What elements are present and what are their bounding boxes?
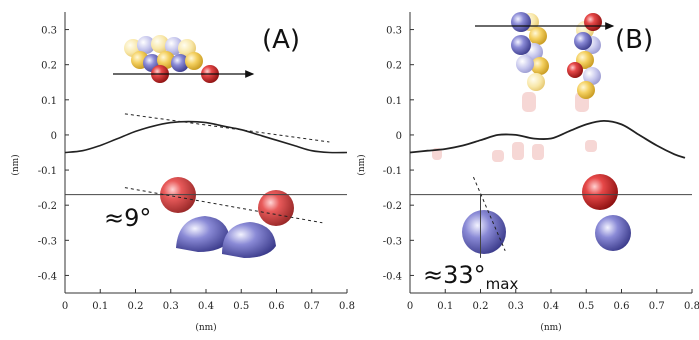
panel-b-y-tick-label: -0.1: [383, 166, 402, 177]
panel-b-x-tick-label: 0.2: [473, 301, 489, 312]
panel-b-x-tick-label: 0.7: [649, 301, 665, 312]
panel-b-x-tick-label: 0: [407, 301, 413, 312]
panel-a-label: (A): [262, 25, 300, 55]
panel-b-y-tick-label: -0.2: [383, 201, 402, 212]
panel-a-y-tick-label: 0.3: [41, 26, 57, 37]
panel-b-bottom-molecule-illustration: [462, 174, 631, 254]
panel-b-y-tick-label: 0.1: [386, 96, 402, 107]
panel-a-x-tick-label: 0.7: [304, 301, 320, 312]
panel-b-y-tick-label: 0.3: [386, 26, 402, 37]
panel-b-series-line: [409, 119, 686, 159]
panel-b-label: (B): [615, 25, 653, 55]
panel-a-x-tick-label: 0.8: [339, 301, 355, 312]
panel-b-y-tick-label: -0.4: [383, 271, 402, 282]
panel-b: 0 0.1 0.2 0.3 0.4 0.5 0.6 0.7 0.8 -0.4 -0.3 -0.2 -0.…: [356, 12, 699, 333]
panel-a-xlabel: (nm): [195, 322, 216, 333]
panel-b-y-tick-label: 0.2: [386, 61, 402, 72]
panel-b-y-tick-label: 0: [396, 131, 402, 142]
panel-b-x-tick-label: 0.4: [543, 301, 559, 312]
panel-a-overlay: [65, 113, 347, 224]
panel-b-x-tick-label: 0.3: [508, 301, 524, 312]
panel-a-x-tick-label: 0.1: [92, 301, 108, 312]
panel-a-ticks: 0 0.1 0.2 0.3 0.4 0.5 0.6 0.7 0.8 -0.4 -0.3 -0.2 -0.…: [38, 26, 355, 312]
panel-a-series-line: [64, 120, 348, 154]
panel-b-dashed-line: [472, 176, 506, 252]
panel-a: 0 0.1 0.2 0.3 0.4 0.5 0.6 0.7 0.8 -0.4 -0.3 -0.2 -0.…: [10, 12, 355, 333]
panel-a-x-tick-label: 0.5: [233, 301, 249, 312]
panel-a-dashed-line: [124, 113, 330, 143]
panel-a-y-tick-label: -0.4: [38, 271, 57, 282]
panel-a-y-tick-label: -0.3: [38, 236, 57, 247]
panel-b-overlay: [410, 176, 692, 258]
panel-b-angle-subscript: max: [486, 275, 519, 293]
panel-a-x-tick-label: 0.4: [198, 301, 214, 312]
panel-b-x-tick-label: 0.6: [614, 301, 630, 312]
panel-a-y-tick-label: -0.2: [38, 201, 57, 212]
panel-b-angle-annotation: ≈33°max: [423, 261, 518, 293]
panel-b-x-tick-label: 0.5: [578, 301, 594, 312]
panel-b-ghost-molecules: [432, 92, 597, 162]
panel-a-y-tick-label: 0.1: [41, 96, 57, 107]
panel-b-ylabel: (nm): [356, 154, 367, 175]
panel-a-x-tick-label: 0.2: [128, 301, 144, 312]
panel-a-y-tick-label: 0: [51, 131, 57, 142]
panel-a-y-tick-label: -0.1: [38, 166, 57, 177]
panel-a-x-tick-label: 0.6: [269, 301, 285, 312]
panel-a-ylabel: (nm): [10, 154, 21, 175]
panel-a-x-tick-label: 0: [62, 301, 68, 312]
panel-b-x-tick-label: 0.1: [437, 301, 453, 312]
panel-b-top-molecule-illustration: [475, 12, 615, 99]
panel-a-bottom-molecule-illustration: [160, 177, 294, 258]
panel-b-xlabel: (nm): [540, 322, 561, 333]
panel-b-ticks: 0 0.1 0.2 0.3 0.4 0.5 0.6 0.7 0.8 -0.4 -0.3 -0.2 -0.…: [383, 26, 699, 312]
panel-b-x-tick-label: 0.8: [684, 301, 699, 312]
panel-a-x-tick-label: 0.3: [163, 301, 179, 312]
panel-b-y-tick-label: -0.3: [383, 236, 402, 247]
panel-b-angle-value: ≈33°: [423, 261, 486, 289]
panel-a-angle-annotation: ≈9°: [104, 204, 151, 232]
panel-a-y-tick-label: 0.2: [41, 61, 57, 72]
panel-a-top-molecule-illustration: [113, 35, 255, 83]
